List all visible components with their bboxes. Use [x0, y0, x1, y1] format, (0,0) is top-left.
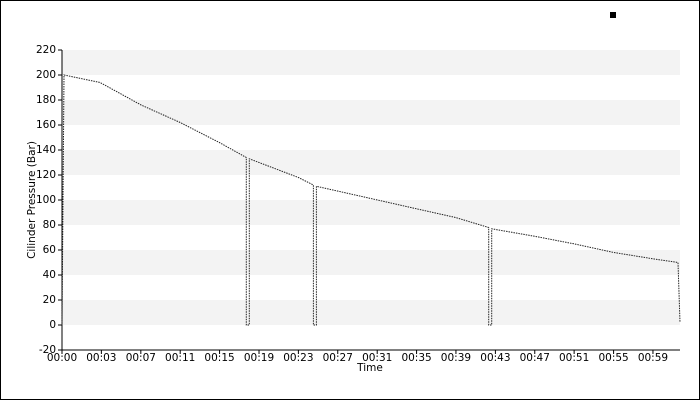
- y-tick-label: 120: [36, 169, 56, 181]
- y-tick-label: 160: [36, 119, 56, 131]
- x-tick-label: 00:27: [323, 352, 353, 364]
- x-tick-label: 00:15: [204, 352, 234, 364]
- y-tick-label: 100: [36, 194, 56, 206]
- x-tick-label: 00:19: [244, 352, 274, 364]
- x-tick-label: 00:51: [559, 352, 589, 364]
- y-tick-label: -20: [39, 344, 56, 356]
- legend-marker: [610, 12, 616, 18]
- x-tick-label: 00:31: [362, 352, 392, 364]
- x-tick-label: 00:47: [520, 352, 550, 364]
- x-tick-label: 00:03: [86, 352, 116, 364]
- y-tick-label: 220: [36, 44, 56, 56]
- x-tick-label: 00:43: [480, 352, 510, 364]
- grid-band: [62, 200, 680, 225]
- y-axis-title: Cilinder Pressure (Bar): [26, 141, 38, 259]
- grid-band: [62, 150, 680, 175]
- y-tick-label: 200: [36, 69, 56, 81]
- x-tick-label: 00:35: [401, 352, 431, 364]
- x-tick-label: 00:23: [283, 352, 313, 364]
- x-axis-title: Time: [356, 362, 383, 374]
- y-tick-label: 20: [43, 294, 56, 306]
- y-tick-label: 60: [43, 244, 56, 256]
- line-series: [61, 74, 681, 326]
- y-tick-label: 140: [36, 144, 56, 156]
- x-tick-label: 00:07: [126, 352, 156, 364]
- x-tick-label: 00:55: [598, 352, 628, 364]
- x-tick-label: 00:39: [441, 352, 471, 364]
- y-tick-label: 80: [43, 219, 56, 231]
- grid-band: [62, 300, 680, 325]
- x-tick-label: 00:00: [47, 352, 77, 364]
- x-tick-label: 00:59: [638, 352, 668, 364]
- grid-band: [62, 250, 680, 275]
- y-tick-label: 180: [36, 94, 56, 106]
- y-tick-label: 0: [49, 319, 56, 331]
- grid-band: [62, 100, 680, 125]
- x-tick-label: 00:11: [165, 352, 195, 364]
- y-tick-label: 40: [43, 269, 56, 281]
- grid-band: [62, 50, 680, 75]
